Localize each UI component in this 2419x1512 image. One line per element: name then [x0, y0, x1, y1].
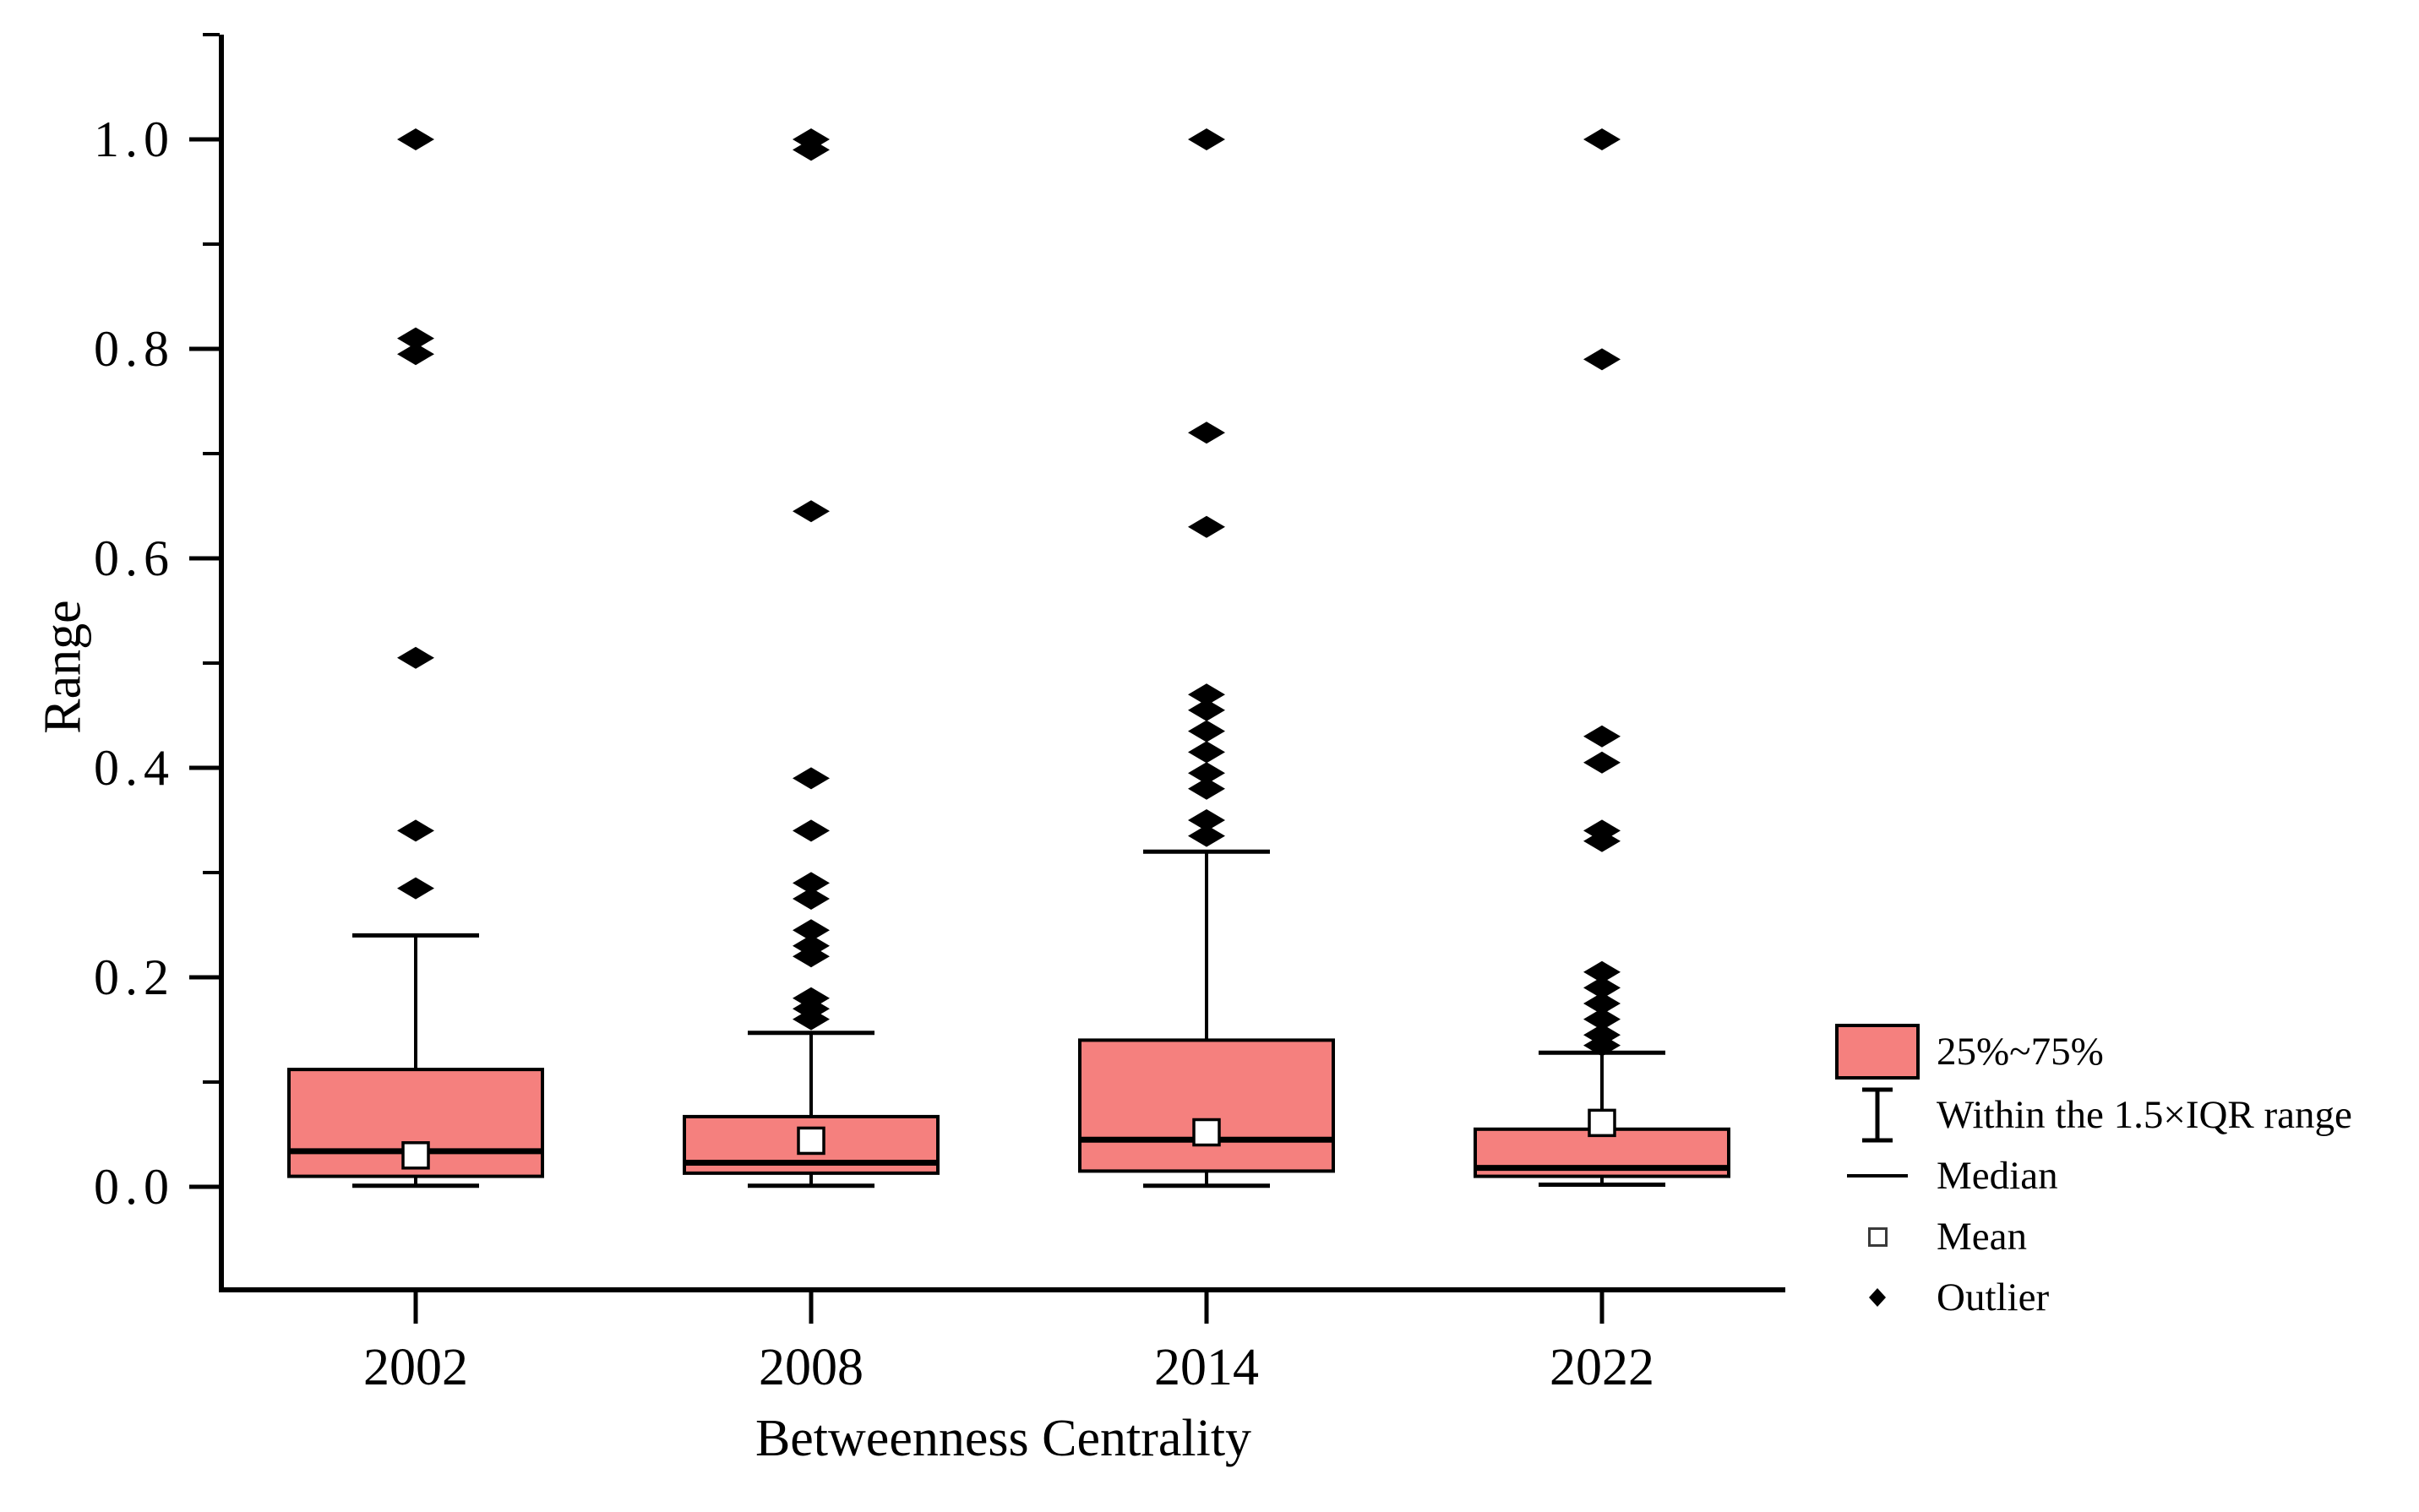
- x-tick-label-2014: 2014: [1154, 1339, 1259, 1396]
- outlier-diamond-2022: [1583, 725, 1621, 748]
- y-tick-label: 0.2: [94, 949, 175, 1005]
- mean-marker-2002: [401, 1141, 430, 1170]
- outlier-diamond-2002: [397, 646, 434, 669]
- outlier-diamond-2008: [793, 128, 830, 150]
- legend: 25%~75% Within the 1.5×IQR range Median …: [1830, 1019, 2352, 1328]
- legend-label: Median: [1937, 1154, 2058, 1198]
- outlier-diamond-2002: [397, 877, 434, 900]
- median-line-icon: [1830, 1174, 1925, 1178]
- mean-marker-2014: [1192, 1118, 1221, 1147]
- outlier-diamond-2014: [1188, 824, 1225, 847]
- outlier-diamond-2008: [793, 888, 830, 910]
- outlier-diamond-2022: [1583, 1024, 1621, 1047]
- y-tick-label: 0.4: [94, 740, 175, 796]
- outlier-diamond-2014: [1188, 515, 1225, 538]
- iqr-box-2014: [1078, 1038, 1335, 1173]
- outlier-diamond-2022: [1583, 993, 1621, 1014]
- mean-marker-2008: [797, 1126, 825, 1156]
- outlier-diamond-2022: [1583, 960, 1621, 983]
- outlier-diamond-2022: [1583, 1008, 1621, 1031]
- y-tick-label: 1.0: [94, 111, 175, 167]
- outlier-diamond-2008: [793, 500, 830, 523]
- outlier-diamond-2002: [397, 327, 434, 350]
- legend-item-whisker-range: Within the 1.5×IQR range: [1830, 1085, 2352, 1145]
- outlier-diamond-2002: [397, 128, 434, 150]
- legend-item-iqr-box: 25%~75%: [1830, 1019, 2352, 1085]
- outlier-diamond-2022: [1583, 751, 1621, 774]
- outlier-diamond-2014: [1188, 422, 1225, 444]
- outlier-diamond-2002: [397, 819, 434, 842]
- outlier-diamond-2022: [1583, 128, 1621, 150]
- x-tick-label-2002: 2002: [363, 1339, 468, 1396]
- outlier-diamond-2014: [1188, 128, 1225, 150]
- outlier-diamond-2014: [1188, 762, 1225, 785]
- x-axis-title: Betweenness Centrality: [755, 1410, 1252, 1467]
- legend-label: 25%~75%: [1937, 1030, 2104, 1074]
- x-tick-label-2008: 2008: [759, 1339, 864, 1396]
- outlier-diamond-2008: [793, 819, 830, 842]
- mean-square-icon: [1830, 1226, 1925, 1247]
- outlier-diamond-2014: [1188, 720, 1225, 742]
- legend-item-mean: Mean: [1830, 1206, 2352, 1267]
- y-tick-label: 0.8: [94, 321, 175, 377]
- outlier-diamond-2022: [1583, 976, 1621, 999]
- outlier-diamond-2014: [1188, 809, 1225, 831]
- legend-label: Outlier: [1937, 1275, 2050, 1319]
- whisker-range-icon: [1830, 1087, 1925, 1143]
- mean-marker-2022: [1588, 1108, 1616, 1138]
- legend-label: Within the 1.5×IQR range: [1937, 1093, 2352, 1137]
- outlier-diamond-2008: [793, 767, 830, 790]
- box-swatch-icon: [1830, 1024, 1925, 1080]
- y-axis-title: Range: [34, 600, 92, 734]
- outlier-diamond-2014: [1188, 683, 1225, 706]
- y-tick-label: 0.0: [94, 1159, 175, 1215]
- legend-item-outlier: Outlier: [1830, 1267, 2352, 1328]
- outlier-diamond-2022: [1583, 819, 1621, 842]
- legend-label: Mean: [1937, 1215, 2028, 1259]
- outlier-diamond-icon: [1830, 1286, 1925, 1308]
- outlier-diamond-2008: [793, 919, 830, 942]
- outlier-diamond-2002: [397, 343, 434, 366]
- outlier-diamond-2008: [793, 872, 830, 895]
- y-tick-label: 0.6: [94, 530, 175, 586]
- outlier-diamond-2014: [1188, 741, 1225, 764]
- x-tick-label-2022: 2022: [1550, 1339, 1654, 1396]
- outlier-diamond-2014: [1188, 777, 1225, 800]
- outlier-diamond-2008: [793, 987, 830, 1009]
- outlier-diamond-2008: [793, 934, 830, 957]
- outlier-diamond-2014: [1188, 699, 1225, 721]
- outlier-diamond-2022: [1583, 348, 1621, 371]
- legend-item-median: Median: [1830, 1145, 2352, 1206]
